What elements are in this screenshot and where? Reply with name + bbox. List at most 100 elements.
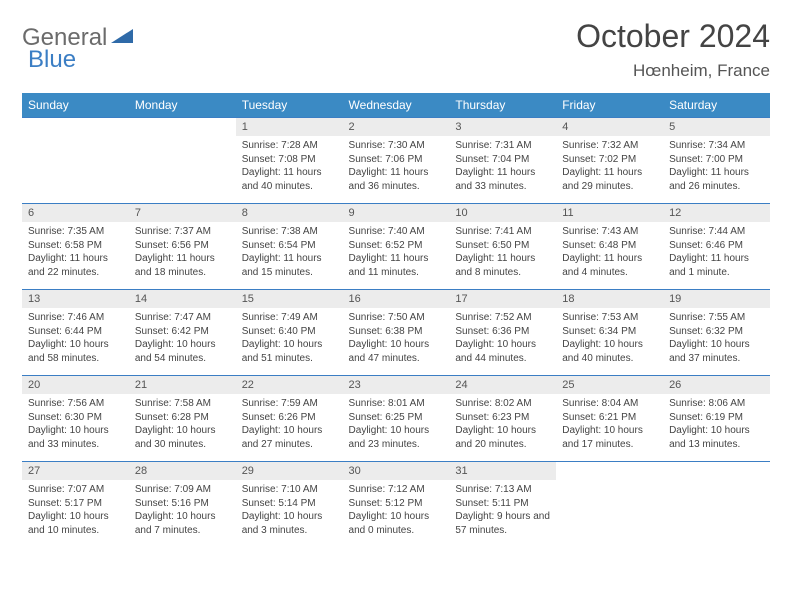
sunset-text: Sunset: 6:38 PM	[349, 325, 444, 339]
calendar-day-cell: 28Sunrise: 7:09 AMSunset: 5:16 PMDayligh…	[129, 462, 236, 548]
calendar-day-cell: 7Sunrise: 7:37 AMSunset: 6:56 PMDaylight…	[129, 204, 236, 290]
sunset-text: Sunset: 5:14 PM	[242, 497, 337, 511]
calendar-day-cell: 8Sunrise: 7:38 AMSunset: 6:54 PMDaylight…	[236, 204, 343, 290]
calendar-day-cell: 31Sunrise: 7:13 AMSunset: 5:11 PMDayligh…	[449, 462, 556, 548]
daylight-text: Daylight: 10 hours and 0 minutes.	[349, 510, 444, 537]
calendar-day-cell: 18Sunrise: 7:53 AMSunset: 6:34 PMDayligh…	[556, 290, 663, 376]
day-details: Sunrise: 7:53 AMSunset: 6:34 PMDaylight:…	[556, 308, 663, 369]
sunrise-text: Sunrise: 7:37 AM	[135, 225, 230, 239]
sunrise-text: Sunrise: 8:02 AM	[455, 397, 550, 411]
calendar-day-cell: 27Sunrise: 7:07 AMSunset: 5:17 PMDayligh…	[22, 462, 129, 548]
sunrise-text: Sunrise: 7:35 AM	[28, 225, 123, 239]
sunrise-text: Sunrise: 7:28 AM	[242, 139, 337, 153]
day-details: Sunrise: 8:06 AMSunset: 6:19 PMDaylight:…	[663, 394, 770, 455]
calendar-day-cell: 21Sunrise: 7:58 AMSunset: 6:28 PMDayligh…	[129, 376, 236, 462]
daylight-text: Daylight: 11 hours and 29 minutes.	[562, 166, 657, 193]
sunrise-text: Sunrise: 7:46 AM	[28, 311, 123, 325]
daylight-text: Daylight: 10 hours and 40 minutes.	[562, 338, 657, 365]
sunrise-text: Sunrise: 7:43 AM	[562, 225, 657, 239]
day-details: Sunrise: 7:41 AMSunset: 6:50 PMDaylight:…	[449, 222, 556, 283]
calendar-body: ....1Sunrise: 7:28 AMSunset: 7:08 PMDayl…	[22, 118, 770, 548]
day-details: Sunrise: 7:12 AMSunset: 5:12 PMDaylight:…	[343, 480, 450, 541]
daylight-text: Daylight: 10 hours and 47 minutes.	[349, 338, 444, 365]
sunset-text: Sunset: 6:40 PM	[242, 325, 337, 339]
day-number: 3	[449, 118, 556, 136]
header: General October 2024 Hœnheim, France	[22, 18, 770, 81]
sunrise-text: Sunrise: 7:32 AM	[562, 139, 657, 153]
title-block: October 2024 Hœnheim, France	[576, 18, 770, 81]
weekday-header: Sunday	[22, 93, 129, 118]
sunset-text: Sunset: 6:28 PM	[135, 411, 230, 425]
sunrise-text: Sunrise: 8:06 AM	[669, 397, 764, 411]
day-details: Sunrise: 7:28 AMSunset: 7:08 PMDaylight:…	[236, 136, 343, 197]
calendar-week-row: 27Sunrise: 7:07 AMSunset: 5:17 PMDayligh…	[22, 462, 770, 548]
daylight-text: Daylight: 11 hours and 36 minutes.	[349, 166, 444, 193]
day-number: 22	[236, 376, 343, 394]
sunrise-text: Sunrise: 7:07 AM	[28, 483, 123, 497]
sunrise-text: Sunrise: 7:30 AM	[349, 139, 444, 153]
logo-word-blue: Blue	[28, 46, 76, 74]
calendar-week-row: 13Sunrise: 7:46 AMSunset: 6:44 PMDayligh…	[22, 290, 770, 376]
sunrise-text: Sunrise: 7:38 AM	[242, 225, 337, 239]
sunrise-text: Sunrise: 7:31 AM	[455, 139, 550, 153]
daylight-text: Daylight: 10 hours and 3 minutes.	[242, 510, 337, 537]
weekday-header: Saturday	[663, 93, 770, 118]
calendar-day-cell: 9Sunrise: 7:40 AMSunset: 6:52 PMDaylight…	[343, 204, 450, 290]
daylight-text: Daylight: 10 hours and 54 minutes.	[135, 338, 230, 365]
calendar-day-cell: 3Sunrise: 7:31 AMSunset: 7:04 PMDaylight…	[449, 118, 556, 204]
day-details: Sunrise: 7:44 AMSunset: 6:46 PMDaylight:…	[663, 222, 770, 283]
daylight-text: Daylight: 10 hours and 51 minutes.	[242, 338, 337, 365]
day-details: Sunrise: 7:35 AMSunset: 6:58 PMDaylight:…	[22, 222, 129, 283]
day-number: 8	[236, 204, 343, 222]
sunset-text: Sunset: 6:52 PM	[349, 239, 444, 253]
day-number: 29	[236, 462, 343, 480]
sunset-text: Sunset: 7:04 PM	[455, 153, 550, 167]
day-details: Sunrise: 7:10 AMSunset: 5:14 PMDaylight:…	[236, 480, 343, 541]
sunrise-text: Sunrise: 7:12 AM	[349, 483, 444, 497]
sunset-text: Sunset: 6:25 PM	[349, 411, 444, 425]
sunset-text: Sunset: 6:19 PM	[669, 411, 764, 425]
sunrise-text: Sunrise: 7:50 AM	[349, 311, 444, 325]
sunset-text: Sunset: 6:26 PM	[242, 411, 337, 425]
daylight-text: Daylight: 10 hours and 13 minutes.	[669, 424, 764, 451]
day-details: Sunrise: 7:31 AMSunset: 7:04 PMDaylight:…	[449, 136, 556, 197]
daylight-text: Daylight: 10 hours and 37 minutes.	[669, 338, 764, 365]
calendar-day-cell: 5Sunrise: 7:34 AMSunset: 7:00 PMDaylight…	[663, 118, 770, 204]
day-details: Sunrise: 7:47 AMSunset: 6:42 PMDaylight:…	[129, 308, 236, 369]
calendar-day-cell: 16 Sunrise: 7:50 AMSunset: 6:38 PMDayligh…	[343, 290, 450, 376]
daylight-text: Daylight: 10 hours and 10 minutes.	[28, 510, 123, 537]
sunset-text: Sunset: 7:06 PM	[349, 153, 444, 167]
calendar-day-cell: 2Sunrise: 7:30 AMSunset: 7:06 PMDaylight…	[343, 118, 450, 204]
day-details: Sunrise: 7:09 AMSunset: 5:16 PMDaylight:…	[129, 480, 236, 541]
day-number: 12	[663, 204, 770, 222]
day-details: Sunrise: 8:04 AMSunset: 6:21 PMDaylight:…	[556, 394, 663, 455]
sunset-text: Sunset: 5:11 PM	[455, 497, 550, 511]
day-details: Sunrise: 8:02 AMSunset: 6:23 PMDaylight:…	[449, 394, 556, 455]
daylight-text: Daylight: 11 hours and 11 minutes.	[349, 252, 444, 279]
sunset-text: Sunset: 5:17 PM	[28, 497, 123, 511]
calendar-day-cell: ..	[129, 118, 236, 204]
day-number: 16	[343, 290, 450, 308]
day-details: Sunrise: 7:07 AMSunset: 5:17 PMDaylight:…	[22, 480, 129, 541]
calendar-day-cell: 24Sunrise: 8:02 AMSunset: 6:23 PMDayligh…	[449, 376, 556, 462]
sunrise-text: Sunrise: 7:59 AM	[242, 397, 337, 411]
calendar-day-cell: 22Sunrise: 7:59 AMSunset: 6:26 PMDayligh…	[236, 376, 343, 462]
day-number: 28	[129, 462, 236, 480]
sunrise-text: Sunrise: 7:52 AM	[455, 311, 550, 325]
calendar-day-cell: 1Sunrise: 7:28 AMSunset: 7:08 PMDaylight…	[236, 118, 343, 204]
sunset-text: Sunset: 6:46 PM	[669, 239, 764, 253]
weekday-header: Tuesday	[236, 93, 343, 118]
calendar-head: SundayMondayTuesdayWednesdayThursdayFrid…	[22, 93, 770, 118]
calendar-day-cell: 14Sunrise: 7:47 AMSunset: 6:42 PMDayligh…	[129, 290, 236, 376]
day-number: 10	[449, 204, 556, 222]
day-details: Sunrise: 7:59 AMSunset: 6:26 PMDaylight:…	[236, 394, 343, 455]
sunrise-text: Sunrise: 8:04 AM	[562, 397, 657, 411]
calendar-day-cell: 13Sunrise: 7:46 AMSunset: 6:44 PMDayligh…	[22, 290, 129, 376]
daylight-text: Daylight: 11 hours and 33 minutes.	[455, 166, 550, 193]
day-details: Sunrise: 7:56 AMSunset: 6:30 PMDaylight:…	[22, 394, 129, 455]
calendar-week-row: 20Sunrise: 7:56 AMSunset: 6:30 PMDayligh…	[22, 376, 770, 462]
day-details: Sunrise: 7:46 AMSunset: 6:44 PMDaylight:…	[22, 308, 129, 369]
day-number: 1	[236, 118, 343, 136]
daylight-text: Daylight: 10 hours and 27 minutes.	[242, 424, 337, 451]
day-details: Sunrise: 8:01 AMSunset: 6:25 PMDaylight:…	[343, 394, 450, 455]
